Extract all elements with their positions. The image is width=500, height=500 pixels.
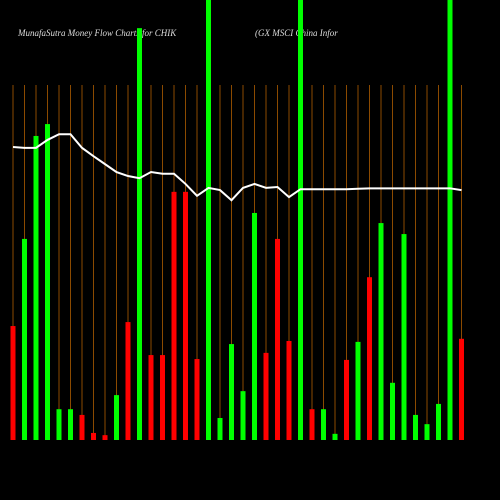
bar [217,418,223,440]
bar [424,424,430,440]
bar [102,435,108,440]
bar [252,212,257,440]
money-flow-line [12,133,462,202]
bar [183,191,188,440]
bar [298,0,303,440]
bar [137,28,142,440]
bar [79,414,85,440]
bar [378,223,384,440]
bar [56,409,62,440]
bar [229,344,234,440]
bar [321,409,326,440]
chart-title: MunafaSutra Money Flow Charts for CHIK [17,28,177,38]
bar [390,382,395,440]
bar [171,191,177,440]
bar [148,355,154,440]
chart-subtitle: (GX MSCI China Infor [255,28,338,38]
bar [275,238,280,440]
bar [206,0,211,440]
bar [125,322,131,440]
bar [91,432,96,440]
bar [10,326,16,440]
bar [68,409,73,440]
bar [194,359,200,440]
bar [459,338,464,440]
bar [401,234,407,440]
bar [309,409,315,440]
bar [332,433,338,440]
bar [367,277,372,440]
bar [114,395,119,440]
bar [344,359,349,440]
bar [240,391,246,440]
bar [413,414,418,440]
bar [22,238,27,440]
bar [160,355,165,440]
bar [45,124,50,440]
bar [33,135,39,440]
bar [263,352,269,440]
bar [436,403,441,440]
bar [355,341,361,440]
bar [447,0,453,440]
bar [286,341,292,440]
